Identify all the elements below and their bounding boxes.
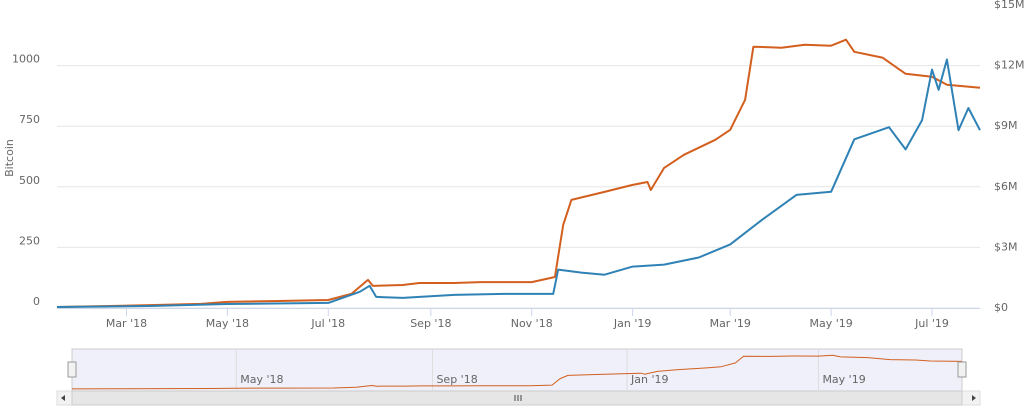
x-tick-label: Sep '18	[410, 317, 451, 330]
y-tick-label: 500	[19, 174, 40, 187]
x-tick-label: May '18	[206, 317, 249, 330]
navigator-tick-label: May '19	[822, 373, 865, 386]
y-tick-label: 250	[19, 234, 40, 247]
y2-tick-label: $0	[994, 301, 1008, 314]
navigator-handle[interactable]	[957, 361, 967, 378]
navigator-tick-label: May '18	[240, 373, 283, 386]
y2-tick-label: $9M	[994, 119, 1018, 132]
navigator-tick-label: Jan '19	[630, 373, 668, 386]
line-series	[56, 38, 981, 308]
x-tick-label: Jul '18	[310, 317, 345, 330]
y2-tick-label: $15M	[994, 0, 1024, 11]
x-tick-label: Nov '18	[511, 317, 553, 330]
y-axis-label: Bitcoin	[3, 139, 16, 177]
scroll-right-arrow[interactable]	[972, 395, 976, 401]
line-series	[56, 58, 981, 308]
x-tick-label: Jul '19	[914, 317, 949, 330]
navigator-handle[interactable]	[67, 361, 77, 378]
x-tick-label: Mar '18	[106, 317, 147, 330]
y2-tick-label: $3M	[994, 240, 1018, 253]
y2-tick-label: $6M	[994, 180, 1018, 193]
navigator-series	[71, 354, 963, 390]
scrollbar-grip	[514, 395, 522, 401]
y-tick-label: 750	[19, 113, 40, 126]
x-tick-label: May '19	[809, 317, 852, 330]
scrollbar-thumb[interactable]	[71, 390, 963, 406]
scroll-left-arrow[interactable]	[61, 395, 65, 401]
y-tick-label: 1000	[12, 53, 40, 66]
navigator-tick-label: Sep '18	[436, 373, 477, 386]
y-tick-label: 0	[33, 295, 40, 308]
x-tick-label: Mar '19	[710, 317, 751, 330]
x-tick-label: Jan '19	[613, 317, 651, 330]
y2-tick-label: $12M	[994, 59, 1024, 72]
